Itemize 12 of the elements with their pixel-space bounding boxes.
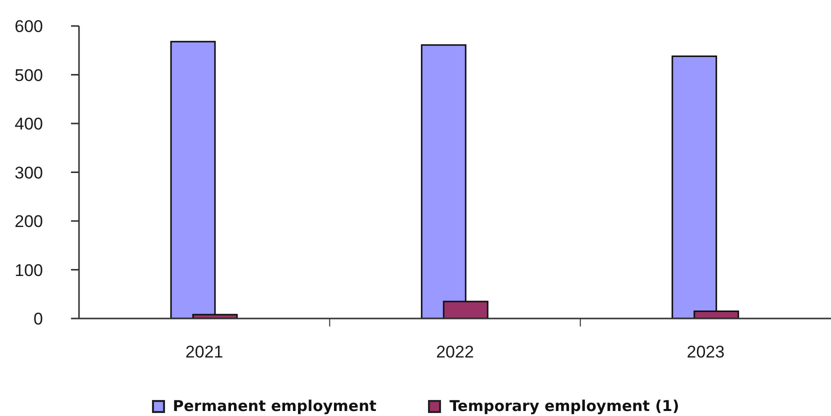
y-tick-label: 500 [14, 66, 43, 85]
y-tick-label: 100 [14, 260, 43, 280]
legend-label: Temporary employment (1) [449, 396, 680, 416]
y-tick-label: 200 [14, 212, 43, 232]
x-tick-label: 2023 [686, 342, 725, 362]
x-tick-label: 2022 [436, 342, 474, 362]
y-tick-label: 600 [14, 17, 43, 36]
legend-label: Permanent employment [172, 396, 376, 416]
y-tick-label: 0 [34, 310, 43, 329]
x-tick-label: 2021 [185, 342, 224, 362]
y-tick-label: 300 [14, 163, 43, 182]
y-tick-label: 400 [14, 114, 43, 134]
